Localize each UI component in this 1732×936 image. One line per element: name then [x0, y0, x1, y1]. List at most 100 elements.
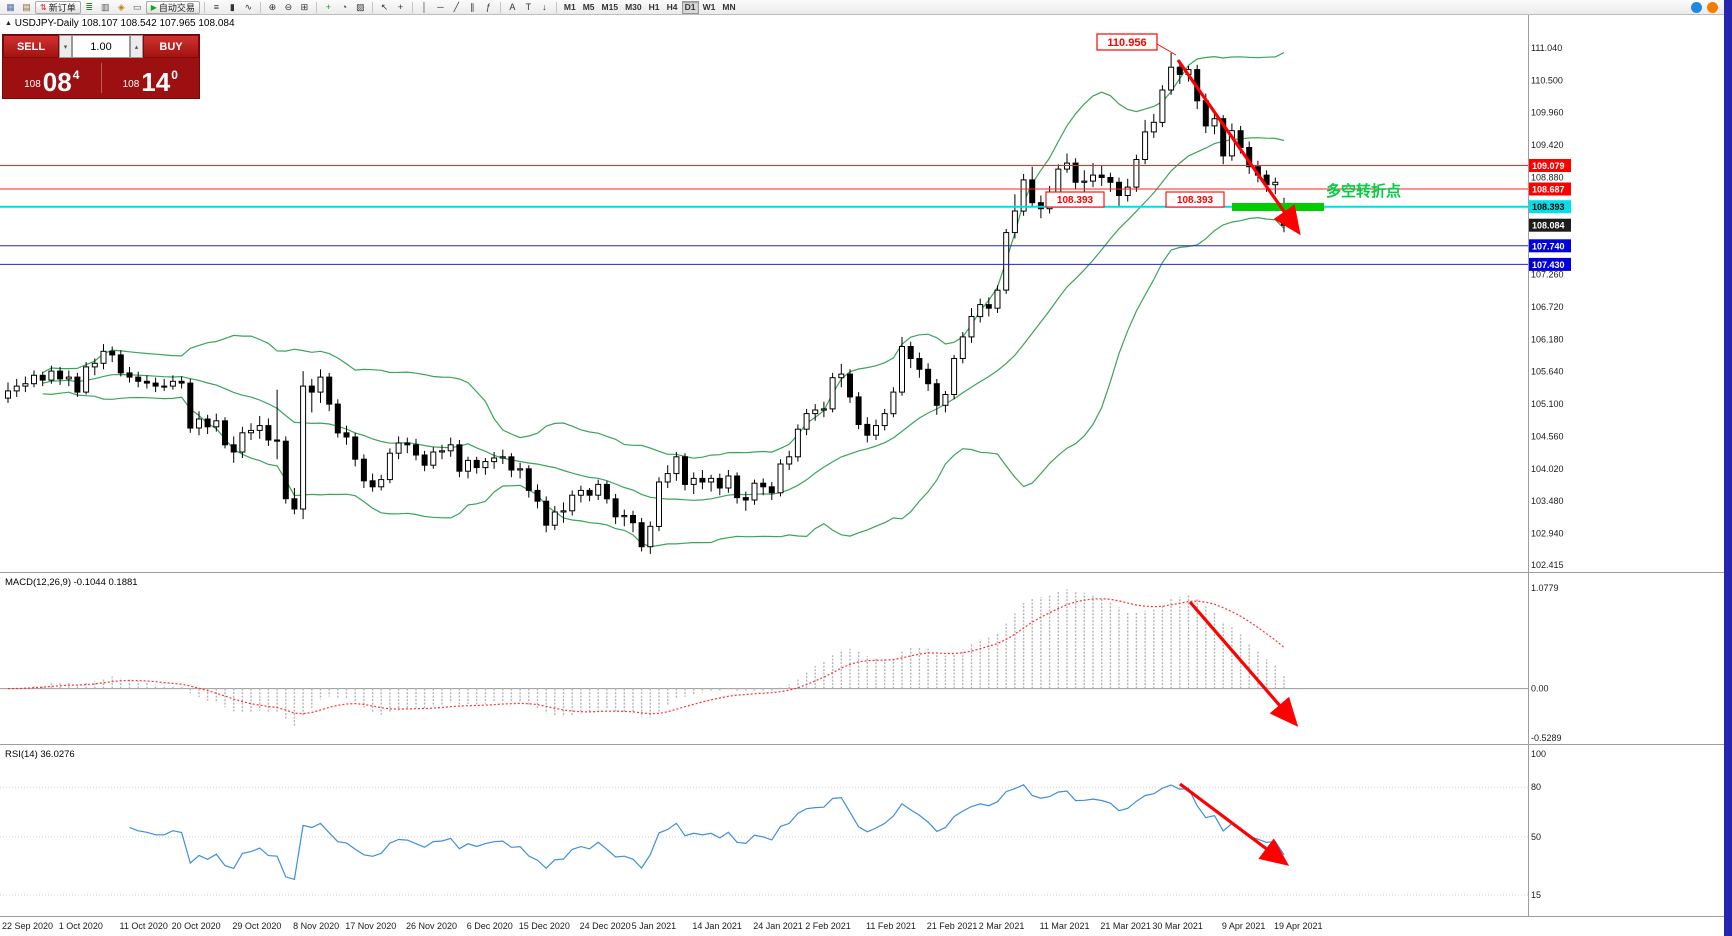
candle-body [187, 382, 194, 429]
candle-body [777, 463, 784, 494]
candle-body [551, 511, 558, 526]
level-price-label-box[interactable] [1165, 191, 1225, 208]
trend-arrow-main[interactable] [1176, 59, 1301, 236]
volume-value: 1.00 [90, 40, 112, 53]
candle-body [873, 425, 879, 436]
label-icon[interactable]: T [525, 2, 532, 12]
candle-body [1124, 186, 1131, 197]
buy-button[interactable]: BUY [143, 35, 199, 58]
zoom-in-icon[interactable]: ⊕ [268, 1, 277, 12]
candle-body [630, 515, 636, 524]
candle-body [916, 358, 923, 370]
macd-panel [0, 589, 1528, 727]
candle-body [178, 380, 185, 384]
data-window-icon[interactable]: ▥ [100, 1, 110, 12]
timeframe-w1-button[interactable]: W1 [702, 2, 716, 12]
trend-arrow-macd[interactable] [1188, 600, 1299, 727]
candle-body [656, 481, 662, 527]
buy-price-prefix: 108 [122, 79, 140, 90]
cursor-icon[interactable]: ↖ [380, 1, 389, 12]
bar-chart-icon[interactable]: ≡ [213, 2, 220, 12]
navigator-icon[interactable]: ◈ [117, 1, 125, 12]
date-label: 8 Nov 2020 [293, 921, 339, 931]
auto-trading-button[interactable]: ▶ 自动交易 [145, 0, 200, 14]
horizontal-line-icon[interactable]: ─ [437, 2, 444, 12]
arrows-icon[interactable]: ↓ [542, 2, 547, 12]
candle-body [1098, 174, 1105, 179]
volume-decrease-button[interactable]: ▾ [59, 35, 72, 58]
tile-windows-icon[interactable]: ⊞ [300, 1, 309, 12]
candle-body [690, 477, 697, 485]
trend-arrow-rsi[interactable] [1179, 782, 1290, 866]
timeframe-m15-button[interactable]: M15 [601, 2, 619, 12]
timeframe-mn-button[interactable]: MN [722, 2, 736, 12]
candle-body [977, 304, 984, 318]
volume-increase-button[interactable]: ▴ [130, 35, 143, 58]
candle-body [742, 497, 749, 501]
candle-body [708, 477, 715, 483]
candlestick-chart-icon[interactable]: ▮ [229, 1, 235, 12]
new-chart-icon[interactable]: ▦ [6, 1, 15, 12]
sell-button[interactable]: SELL [3, 35, 59, 58]
terminal-icon[interactable]: ▭ [132, 1, 142, 12]
price-tick-label: 102.415 [1531, 560, 1564, 570]
trendline-icon[interactable]: ╱ [453, 1, 460, 12]
fibonacci-icon[interactable]: ƒ [485, 2, 491, 12]
candle-body [204, 418, 211, 428]
market-watch-icon[interactable]: ≣ [85, 1, 93, 12]
new-order-button[interactable]: ⇅ 新订单 [35, 0, 81, 14]
price-tick-label: 107.260 [1531, 270, 1564, 280]
axis-price-label: 108.084 [1532, 221, 1565, 231]
date-label: 30 Mar 2021 [1152, 921, 1203, 931]
candle-body [829, 377, 836, 410]
candle-body [1133, 159, 1140, 188]
candle-body [959, 336, 966, 359]
volume-input[interactable]: 1.00 [72, 35, 130, 58]
timeframe-m5-button[interactable]: M5 [582, 2, 595, 12]
candle-body [334, 403, 341, 434]
sell-price[interactable]: 108 08 4 [3, 58, 101, 98]
timeframe-h4-button[interactable]: H4 [666, 2, 678, 12]
timeframe-m1-button[interactable]: M1 [563, 2, 576, 12]
date-axis[interactable]: 22 Sep 2020 1 Oct 2020 11 Oct 2020 20 Oct 2… [2, 921, 1323, 931]
axis-price-label-bg [1529, 159, 1571, 172]
candle-body [22, 383, 29, 387]
right-scrollbar[interactable] [1724, 0, 1732, 936]
profiles-icon[interactable]: ▤ [22, 1, 31, 12]
level-price-label-box[interactable] [1045, 191, 1105, 208]
candle-body [560, 510, 567, 513]
candle-body [274, 439, 281, 442]
candle-body [196, 418, 202, 429]
date-label: 24 Jan 2021 [753, 921, 803, 931]
axis-price-label-bg [1529, 182, 1571, 196]
date-label: 21 Mar 2021 [1100, 921, 1151, 931]
timeframe-m30-button[interactable]: M30 [625, 2, 642, 12]
vertical-line-icon[interactable]: │ [421, 2, 428, 12]
candle-body [1020, 179, 1027, 212]
peak-price-label-box[interactable] [1096, 33, 1158, 51]
level-price-label: 108.393 [1177, 195, 1214, 206]
price-axis[interactable]: 111.040 110.500 109.960 109.420 108.880 107.2… [1529, 43, 1571, 900]
date-label: 21 Feb 2021 [927, 921, 978, 931]
alerts-icon[interactable] [1707, 2, 1718, 13]
text-icon[interactable]: A [509, 2, 516, 12]
templates-icon[interactable]: ▧ [356, 1, 365, 12]
candle-body [300, 385, 307, 510]
indicators-icon[interactable]: + [325, 2, 332, 12]
crosshair-icon[interactable]: + [397, 2, 404, 12]
zoom-out-icon[interactable]: ⊖ [284, 1, 293, 12]
turning-point-text[interactable]: 多空转折点 [1326, 182, 1401, 200]
timeframe-h1-button[interactable]: H1 [648, 2, 660, 12]
line-chart-icon[interactable]: ∿ [244, 1, 253, 12]
buy-price[interactable]: 108 14 0 [102, 58, 200, 98]
price-tick-label: 106.180 [1531, 334, 1564, 344]
community-icon[interactable] [1691, 2, 1702, 13]
candle-body [890, 391, 897, 415]
channel-icon[interactable]: ∥ [470, 1, 475, 12]
candle-body [855, 396, 862, 425]
candle-body [143, 380, 150, 384]
periods-icon[interactable]: ◔ [341, 2, 348, 12]
timeframe-d1-button[interactable]: D1 [681, 0, 699, 14]
candle-body [317, 376, 324, 393]
